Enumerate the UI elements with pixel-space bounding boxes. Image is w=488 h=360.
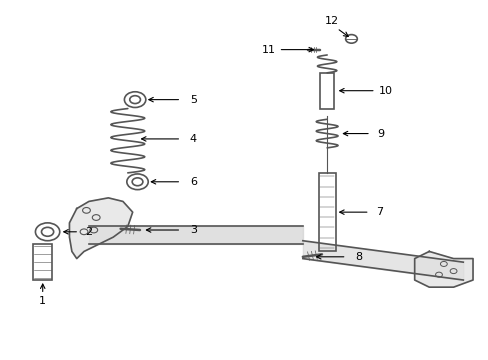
Bar xyxy=(320,73,333,109)
Bar xyxy=(318,173,335,251)
Text: 6: 6 xyxy=(189,177,197,187)
Text: 7: 7 xyxy=(375,207,382,217)
Text: 9: 9 xyxy=(376,129,384,139)
Text: 2: 2 xyxy=(85,227,92,237)
Polygon shape xyxy=(69,198,132,258)
Text: 1: 1 xyxy=(39,296,46,306)
Text: 8: 8 xyxy=(354,252,362,262)
Text: 5: 5 xyxy=(189,95,197,105)
Text: 10: 10 xyxy=(378,86,392,96)
Text: 3: 3 xyxy=(189,225,197,235)
Text: 4: 4 xyxy=(189,134,197,144)
Text: 12: 12 xyxy=(325,16,338,26)
Polygon shape xyxy=(414,251,472,287)
Text: 11: 11 xyxy=(261,45,275,55)
Bar xyxy=(33,244,52,280)
